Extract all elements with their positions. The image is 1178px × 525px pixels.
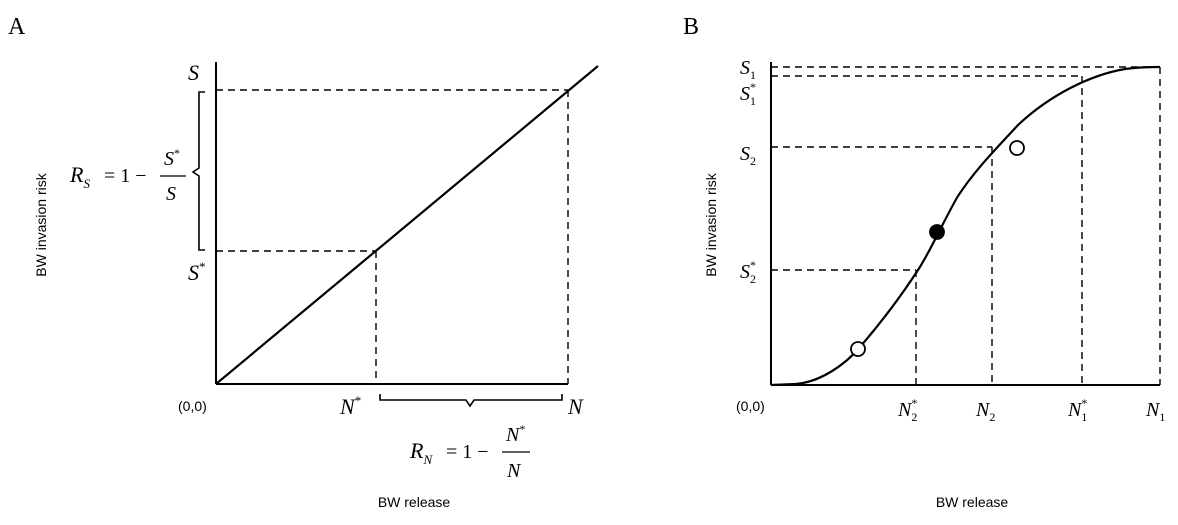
panel-b-label-N1star: N* 1 [1067, 396, 1087, 424]
panel-b-y-axis-title: BW invasion risk [703, 172, 719, 276]
panel-b-label-N2star: N* 2 [897, 396, 917, 424]
panel-a-risk-line [215, 65, 599, 385]
rn-denominator: N [506, 460, 522, 482]
panel-a-origin-label: (0,0) [178, 398, 207, 414]
panel-a-label-Sstar: S* [188, 259, 206, 285]
panel-b-open-marker-low [850, 341, 866, 357]
rs-symbol: RS [69, 162, 90, 191]
panel-a-label-Nstar: N* [339, 393, 361, 419]
panel-b-x-axis-title: BW release [936, 494, 1009, 510]
panel-b-label: B [683, 14, 699, 40]
panel-b-label-N2: N2 [975, 399, 995, 424]
panel-b-label-S2: S2 [740, 143, 756, 168]
rn-symbol: RN [409, 438, 433, 467]
panel-b-label-S1star: S* 1 [740, 80, 756, 108]
panel-a-label-N: N [567, 394, 584, 419]
rn-numerator: N* [505, 422, 525, 446]
panel-b-open-marker-high [1009, 140, 1025, 156]
panel-a-label: A [8, 14, 26, 40]
panel-b-origin-label: (0,0) [736, 398, 765, 414]
panel-a-x-axis-title: BW release [378, 494, 451, 510]
rn-equals: = 1 − [446, 441, 489, 463]
panel-a-rs-brace [191, 91, 205, 251]
panel-a-rn-formula: RN = 1 − N* N [409, 422, 530, 482]
panel-b-label-N1: N1 [1145, 399, 1165, 424]
panel-a-rs-formula: RS = 1 − S* S [69, 146, 186, 205]
panel-b-label-S2star: S* 2 [740, 258, 756, 286]
rs-equals: = 1 − [104, 165, 147, 187]
panel-a-label-S: S [188, 60, 199, 85]
panel-a: A BW invasion risk S S* RS = 1 − S* S (0… [8, 14, 599, 510]
panel-a-y-axis-title: BW invasion risk [33, 172, 49, 276]
panel-b: B BW invasion risk S1 S* 1 S2 S* 2 (0,0) N… [683, 14, 1165, 510]
panel-b-risk-curve [770, 65, 1161, 387]
panel-b-label-S1: S1 [740, 57, 756, 82]
panel-b-filled-marker [929, 224, 945, 240]
panel-a-rn-brace [379, 394, 563, 408]
rs-numerator: S* [164, 146, 180, 170]
rs-denominator: S [166, 183, 176, 205]
